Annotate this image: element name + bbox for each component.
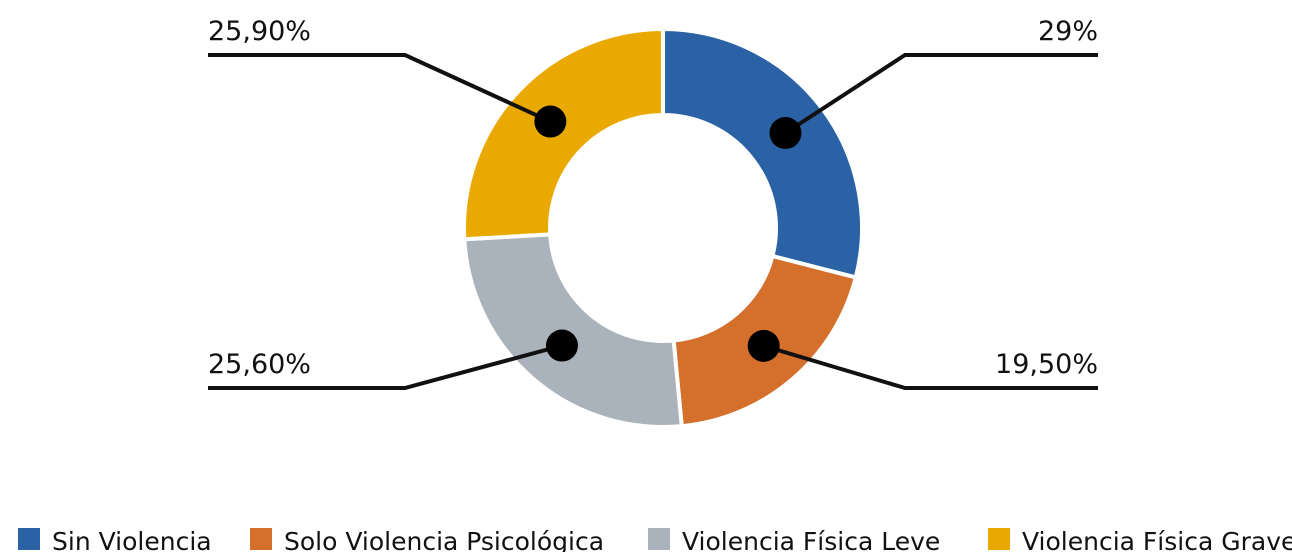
legend-label: Sin Violencia: [52, 527, 212, 552]
leader-dot: [747, 329, 780, 362]
donut-slice: [462, 232, 684, 429]
legend-swatch: [988, 528, 1010, 550]
value-label: 25,90%: [208, 16, 311, 47]
legend-label: Violencia Física Grave: [1022, 527, 1292, 552]
leader-dot: [545, 329, 578, 362]
leader-line: [784, 53, 1098, 135]
leader-line: [763, 343, 1098, 390]
leader-line: [208, 343, 563, 390]
value-label: 29%: [1038, 16, 1098, 47]
legend-label: Solo Violencia Psicológica: [284, 527, 604, 552]
leader-dot: [769, 116, 802, 149]
donut-slice: [661, 26, 864, 280]
value-label: 19,50%: [995, 349, 1098, 380]
legend-label: Violencia Física Leve: [682, 527, 940, 552]
legend-swatch: [648, 528, 670, 550]
legend-swatch: [18, 528, 40, 550]
leader-dot: [534, 105, 567, 138]
leader-line: [208, 53, 552, 124]
value-label: 25,60%: [208, 349, 311, 380]
legend-swatch: [250, 528, 272, 550]
donut-slice: [462, 26, 665, 242]
